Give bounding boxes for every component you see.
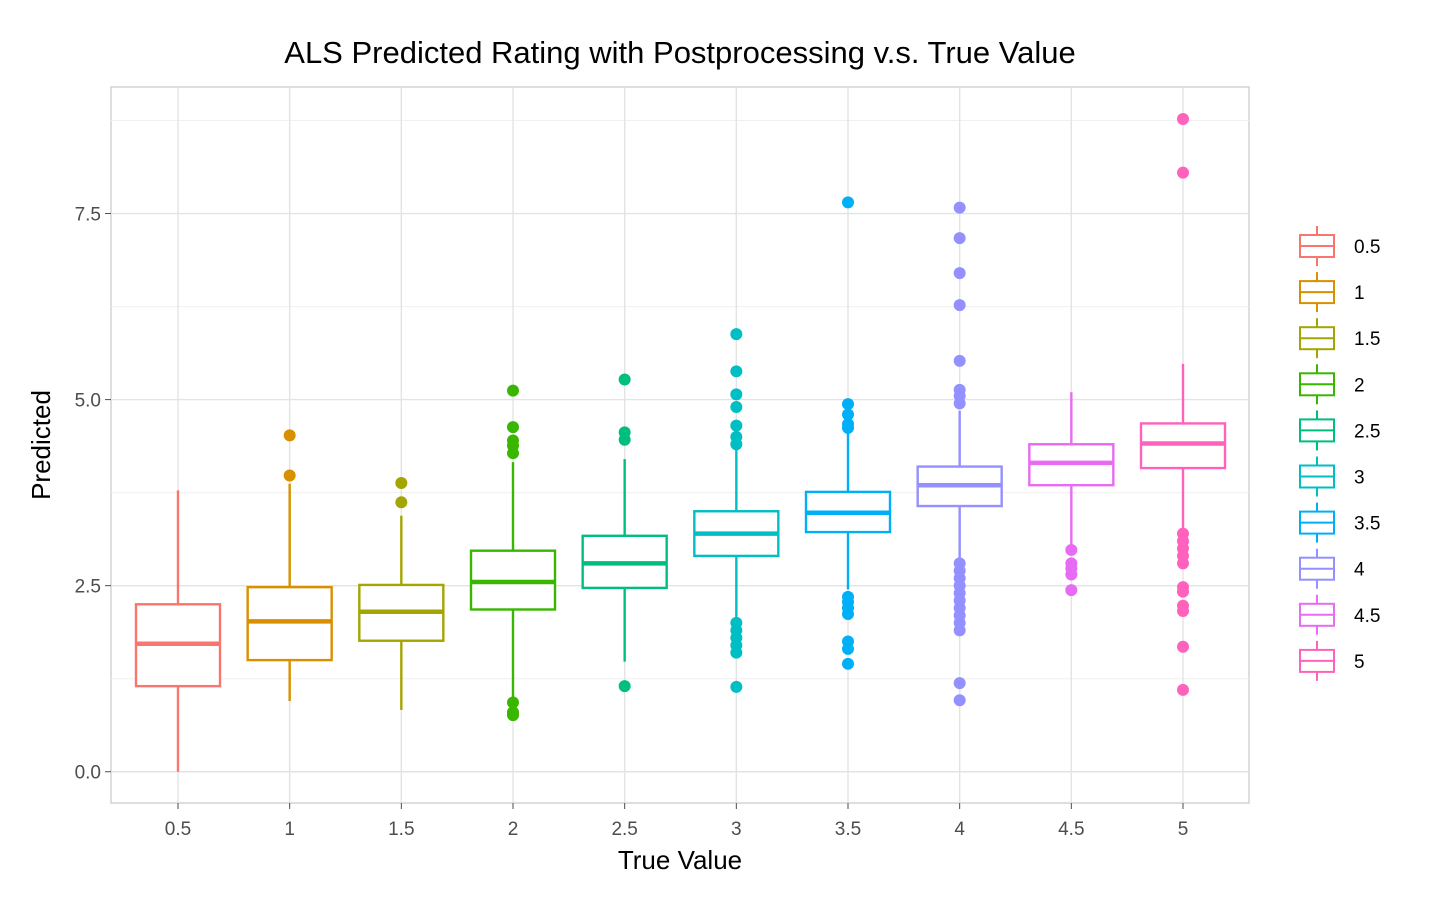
outlier-point: [507, 384, 519, 397]
outlier-point: [730, 616, 743, 629]
outlier-point: [842, 590, 854, 603]
legend-item-3-5: 3.5: [1299, 502, 1380, 543]
legend-label: 3.5: [1354, 514, 1380, 535]
outlier-point: [842, 408, 854, 421]
x-axis-label: True Value: [618, 845, 742, 875]
outlier-point: [618, 426, 631, 439]
legend-item-2: 2: [1299, 364, 1365, 405]
boxes: [134, 113, 1227, 772]
outlier-point: [1065, 557, 1078, 570]
legend-label: 4.5: [1354, 606, 1380, 627]
outlier-point: [1177, 599, 1189, 612]
outlier-point: [618, 680, 631, 693]
box-group-0-5: [134, 490, 222, 772]
outlier-point: [842, 196, 854, 209]
x-tick-label: 1.5: [388, 819, 414, 840]
y-axis-ticks: 0.0 2.5 5.0 7.5: [75, 205, 111, 784]
outlier-point: [953, 299, 966, 312]
legend-item-1: 1: [1299, 272, 1365, 313]
outlier-point: [730, 388, 743, 401]
box-group-4: [916, 201, 1003, 707]
legend-label: 2.5: [1354, 421, 1380, 442]
legend-label: 5: [1354, 652, 1365, 673]
y-tick-label: 5.0: [75, 391, 101, 412]
outlier-point: [953, 267, 966, 280]
outlier-point: [618, 373, 631, 386]
legend-item-5: 5: [1299, 640, 1365, 681]
y-tick-label: 0.0: [75, 763, 101, 784]
outlier-point: [953, 201, 966, 214]
x-tick-label: 0.5: [165, 819, 191, 840]
box-group-5: [1139, 113, 1227, 696]
outlier-point: [1177, 640, 1189, 653]
outlier-point: [507, 696, 519, 709]
chart-title: ALS Predicted Rating with Postprocessing…: [284, 35, 1075, 70]
outlier-point: [395, 496, 408, 509]
outlier-point: [953, 383, 966, 396]
box-group-4-5: [1028, 392, 1115, 597]
outlier-point: [730, 680, 743, 693]
legend-label: 3: [1354, 468, 1365, 489]
box-group-2: [469, 384, 557, 722]
outlier-point: [1177, 113, 1189, 126]
legend: 0.5 1 1.5 2 2.5 3 3.5 4 4.5 5: [1299, 226, 1380, 681]
outlier-point: [953, 694, 966, 707]
x-axis-ticks: 0.5 1 1.5 2 2.5 3 3.5 4 4.5 5: [165, 803, 1189, 840]
x-tick-label: 4: [954, 819, 965, 840]
y-tick-label: 7.5: [75, 205, 101, 226]
legend-item-3: 3: [1299, 456, 1365, 497]
legend-label: 1.5: [1354, 329, 1380, 350]
outlier-point: [953, 354, 966, 367]
legend-item-4-5: 4.5: [1299, 594, 1380, 635]
outlier-point: [1065, 543, 1078, 556]
outlier-point: [283, 469, 296, 482]
outlier-point: [842, 418, 854, 431]
legend-label: 2: [1354, 375, 1365, 396]
outlier-point: [730, 365, 743, 378]
outlier-point: [1065, 584, 1078, 597]
x-tick-label: 2.5: [611, 819, 637, 840]
outlier-point: [953, 232, 966, 245]
outlier-point: [842, 398, 854, 411]
outlier-point: [842, 657, 854, 670]
box-group-1: [246, 429, 333, 702]
outlier-point: [1177, 683, 1189, 696]
outlier-point: [507, 706, 519, 719]
legend-label: 0.5: [1354, 237, 1380, 258]
outlier-point: [507, 421, 519, 434]
x-tick-label: 5: [1178, 819, 1189, 840]
legend-label: 1: [1354, 283, 1365, 304]
legend-item-0-5: 0.5: [1299, 226, 1380, 266]
outlier-point: [1177, 527, 1189, 540]
box-group-2-5: [581, 373, 668, 693]
outlier-point: [1177, 581, 1189, 594]
legend-item-2-5: 2.5: [1299, 410, 1380, 451]
outlier-point: [842, 635, 854, 648]
box-group-1-5: [358, 476, 445, 710]
outlier-point: [283, 429, 296, 442]
y-tick-label: 2.5: [75, 577, 101, 598]
legend-item-1-5: 1.5: [1299, 318, 1380, 359]
outlier-point: [1177, 166, 1189, 179]
x-tick-label: 1: [284, 819, 295, 840]
outlier-point: [730, 328, 743, 341]
y-axis-label: Predicted: [26, 390, 56, 500]
outlier-point: [953, 677, 966, 690]
x-tick-label: 2: [508, 819, 519, 840]
legend-label: 4: [1354, 560, 1365, 581]
x-tick-label: 3.5: [835, 819, 861, 840]
outlier-point: [507, 434, 519, 447]
outlier-point: [730, 430, 743, 443]
outlier-point: [953, 557, 966, 570]
outlier-point: [730, 419, 743, 432]
x-tick-label: 4.5: [1058, 819, 1084, 840]
x-tick-label: 3: [731, 819, 742, 840]
legend-item-4: 4: [1299, 548, 1365, 589]
box-group-3-5: [804, 196, 892, 670]
plot-panel: [110, 86, 1250, 804]
outlier-point: [730, 401, 743, 414]
outlier-point: [395, 476, 408, 489]
box-group-3: [693, 328, 780, 693]
